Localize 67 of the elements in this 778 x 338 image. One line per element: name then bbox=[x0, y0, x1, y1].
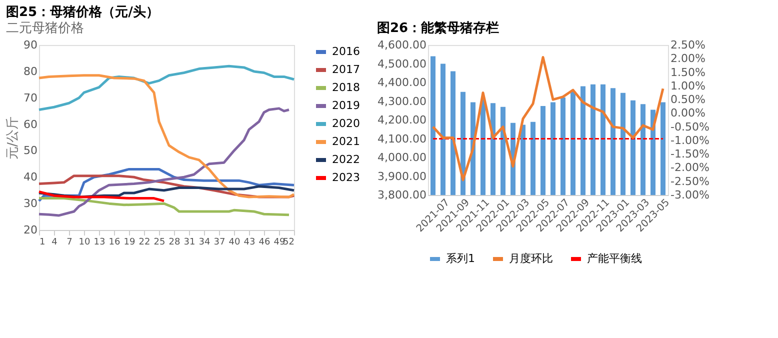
y-tick-label: 60 bbox=[24, 118, 38, 131]
y-tick-label: 80 bbox=[24, 64, 38, 78]
line-series bbox=[38, 190, 166, 202]
line-series bbox=[38, 107, 290, 217]
y2-tick-label: -2.50% bbox=[670, 174, 710, 188]
x-tick-label: 46 bbox=[258, 238, 270, 248]
y2-tick-label: -1.00% bbox=[670, 134, 710, 147]
x-tick-label: 1 bbox=[40, 238, 46, 248]
y-tick-label: 4,400.00 bbox=[378, 76, 426, 89]
y2-tick-label: 1.00% bbox=[670, 79, 706, 92]
x-tick-label: 28 bbox=[168, 238, 180, 248]
y-tick-label: 4,000.00 bbox=[378, 151, 426, 164]
y-tick-label: 3,800.00 bbox=[378, 188, 426, 202]
y-tick-label: 3,900.00 bbox=[378, 170, 426, 183]
y-tick-label: 4,300.00 bbox=[378, 94, 426, 108]
x-tick-label: 40 bbox=[228, 238, 240, 248]
y2-tick-label: -0.50% bbox=[670, 120, 710, 134]
x-tick-label: 43 bbox=[244, 238, 256, 248]
legend-label: 2022 bbox=[332, 153, 360, 166]
y-tick-label: 4,600.00 bbox=[378, 38, 426, 52]
legend-label: 系列1 bbox=[446, 252, 475, 265]
y-tick-label: 70 bbox=[24, 91, 38, 104]
x-tick-label: 34 bbox=[198, 238, 210, 248]
x-tick-label: 37 bbox=[214, 238, 226, 248]
y-tick-label: 90 bbox=[24, 38, 38, 52]
legend-label: 2020 bbox=[332, 117, 360, 130]
y-tick-label: 40 bbox=[24, 170, 38, 184]
x-tick-label: 16 bbox=[108, 238, 120, 248]
x-tick-label: 19 bbox=[124, 238, 136, 248]
y2-tick-label: 0.50% bbox=[670, 93, 706, 106]
line-series bbox=[432, 56, 664, 182]
y-tick-label: 4,500.00 bbox=[378, 57, 426, 70]
x-tick-label: 7 bbox=[66, 238, 72, 248]
x-tick-label: 31 bbox=[184, 238, 196, 248]
x-tick-label: 13 bbox=[94, 238, 106, 248]
y-tick-label: 4,200.00 bbox=[378, 114, 426, 126]
y2-tick-label: 2.00% bbox=[670, 52, 706, 66]
y-axis-title: 元/公斤 bbox=[6, 116, 21, 160]
line-series bbox=[38, 197, 290, 216]
x-tick-label: 22 bbox=[138, 238, 150, 248]
legend-label: 月度环比 bbox=[509, 252, 553, 265]
y2-tick-label: -3.00% bbox=[670, 188, 710, 202]
y2-tick-label: 2.50% bbox=[670, 38, 706, 52]
x-tick-label: 10 bbox=[78, 238, 90, 248]
legend-label: 2019 bbox=[332, 99, 360, 112]
y-tick-label: 20 bbox=[24, 224, 38, 236]
y-tick-label: 30 bbox=[24, 197, 38, 210]
y2-tick-label: 0.00% bbox=[670, 106, 706, 120]
legend-label: 2023 bbox=[332, 171, 360, 184]
legend-label: 2018 bbox=[332, 81, 360, 94]
chart-title: 图26：能繁母猪存栏 bbox=[377, 20, 500, 36]
y-tick-label: 4,100.00 bbox=[378, 132, 426, 146]
y2-tick-label: 1.50% bbox=[670, 66, 706, 79]
y-tick-label: 50 bbox=[24, 144, 38, 158]
legend-label: 2016 bbox=[332, 45, 360, 58]
x-tick-label: 4 bbox=[52, 238, 58, 248]
x-tick-label: 52 bbox=[283, 238, 294, 248]
y2-tick-label: -2.00% bbox=[670, 161, 710, 174]
line-series bbox=[38, 74, 296, 198]
legend-label: 2021 bbox=[332, 135, 360, 148]
x-tick-label: 49 bbox=[274, 238, 286, 248]
chart-title: 图25：母猪价格（元/头） bbox=[6, 5, 159, 20]
y2-tick-label: -1.50% bbox=[670, 148, 710, 161]
x-tick-label: 25 bbox=[154, 238, 166, 248]
chart-subtitle: 二元母猪价格 bbox=[6, 21, 84, 36]
legend-label: 产能平衡线 bbox=[587, 252, 642, 265]
legend-label: 2017 bbox=[332, 63, 360, 76]
